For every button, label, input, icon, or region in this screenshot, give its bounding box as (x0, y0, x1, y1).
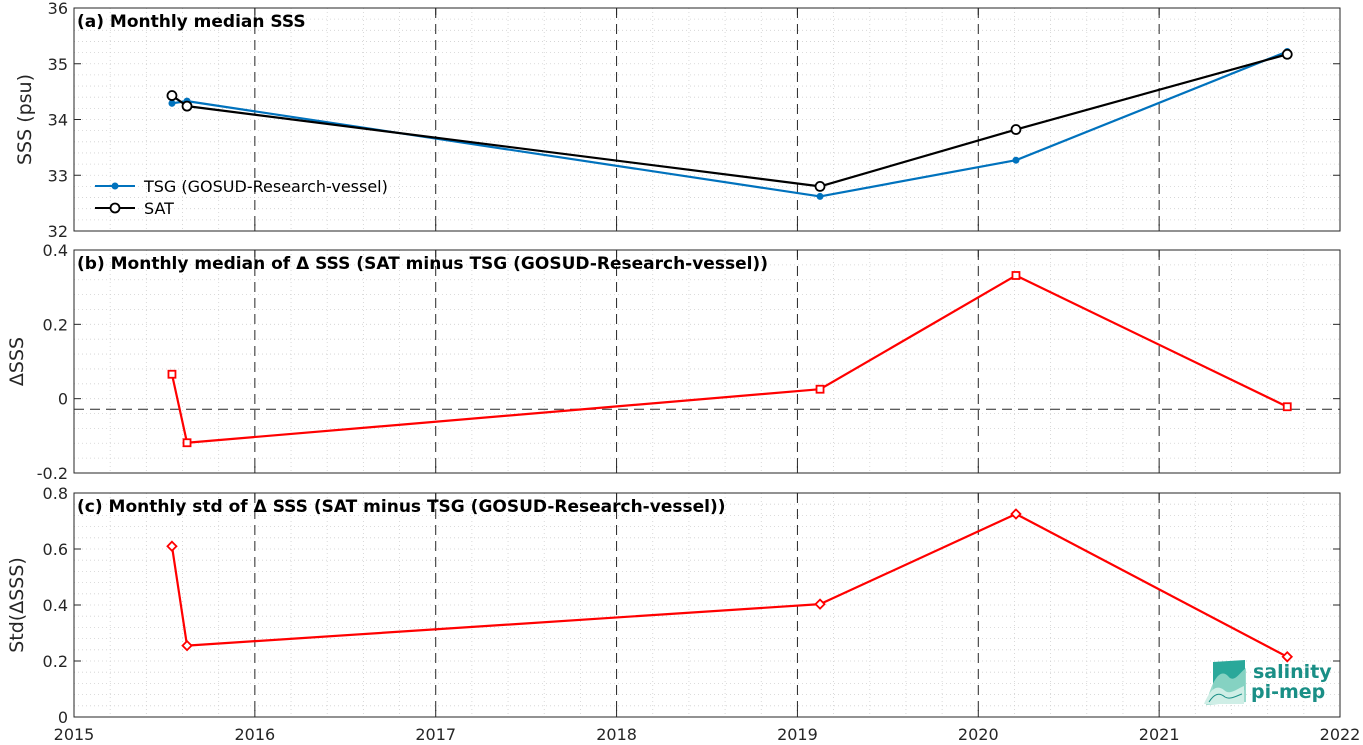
x-tick-label: 2018 (596, 725, 637, 744)
y-axis-label: Std(ΔSSS) (6, 557, 28, 653)
data-point (816, 192, 824, 200)
axes-frame (73, 249, 1341, 474)
x-tick-label: 2022 (1320, 725, 1361, 744)
x-tick-label: 2021 (1139, 725, 1180, 744)
y-tick-label: 0.4 (43, 241, 68, 260)
data-point (181, 639, 193, 652)
x-tick-label: 2017 (415, 725, 456, 744)
y-tick-label: 0 (58, 708, 68, 727)
y-tick-label: -0.2 (37, 464, 68, 483)
panel-title: (b) Monthly median of Δ SSS (SAT minus T… (77, 254, 768, 274)
y-axis-label: SSS (psu) (14, 74, 36, 165)
legend: TSG (GOSUD-Research-vessel) SAT (95, 177, 388, 218)
legend-entry-sat: SAT (95, 199, 174, 218)
data-point (1281, 48, 1293, 60)
data-point (1012, 156, 1020, 164)
x-tick-label: 2016 (234, 725, 275, 744)
data-point (181, 100, 193, 112)
x-tick-label: 2020 (958, 725, 999, 744)
y-axis-label: ΔSSS (6, 337, 28, 386)
panel-c: 0 0.2 0.4 0.6 0.8 2015 2016 2017 2018 2019 2020 20… (6, 484, 1360, 744)
data-point (182, 438, 192, 448)
data-point (1010, 508, 1022, 520)
y-tick-label: 0.2 (43, 315, 68, 334)
data-point (166, 540, 178, 552)
x-tick-label: 2019 (777, 725, 818, 744)
y-tick-label: 35 (48, 55, 68, 74)
logo-text-line2: pi-mep (1251, 681, 1325, 703)
y-tick-label: 33 (48, 166, 68, 185)
legend-label-tsg: TSG (GOSUD-Research-vessel) (143, 177, 388, 196)
y-tick-label: 0.4 (43, 596, 68, 615)
wave-icon (1204, 660, 1246, 705)
logo-text-line1: salinity (1253, 661, 1332, 683)
y-tick-label: 0.8 (43, 484, 68, 503)
data-point (167, 369, 177, 379)
data-point (1282, 402, 1292, 412)
y-tick-label: 34 (48, 111, 68, 130)
y-tick-label: 0.6 (43, 540, 68, 559)
data-point (1281, 651, 1294, 663)
legend-entry-tsg: TSG (GOSUD-Research-vessel) (95, 177, 388, 196)
data-point (1011, 271, 1021, 280)
data-point (166, 90, 178, 101)
y-tick-label: 32 (48, 222, 68, 241)
y-tick-label: 0.2 (43, 652, 68, 671)
y-tick-label: 0 (58, 390, 68, 409)
legend-label-sat: SAT (144, 199, 174, 218)
panel-title: (c) Monthly std of Δ SSS (SAT minus TSG … (77, 497, 725, 517)
data-point (814, 598, 826, 610)
data-point (168, 99, 176, 107)
panel-a: 32 33 34 35 36 (a) Monthly median SSS SSS (p… (14, 0, 1341, 241)
data-point (814, 180, 826, 192)
x-tick-label: 2015 (54, 725, 95, 744)
data-point (1010, 124, 1022, 135)
salinity-pi-mep-logo: salinity pi-mep (1204, 660, 1332, 705)
data-point (815, 384, 825, 394)
y-tick-label: 36 (48, 0, 68, 18)
panel-b: -0.2 0 0.2 0.4 (b) Monthly median of Δ SSS … (6, 241, 1341, 483)
panel-title: (a) Monthly median SSS (77, 12, 306, 32)
